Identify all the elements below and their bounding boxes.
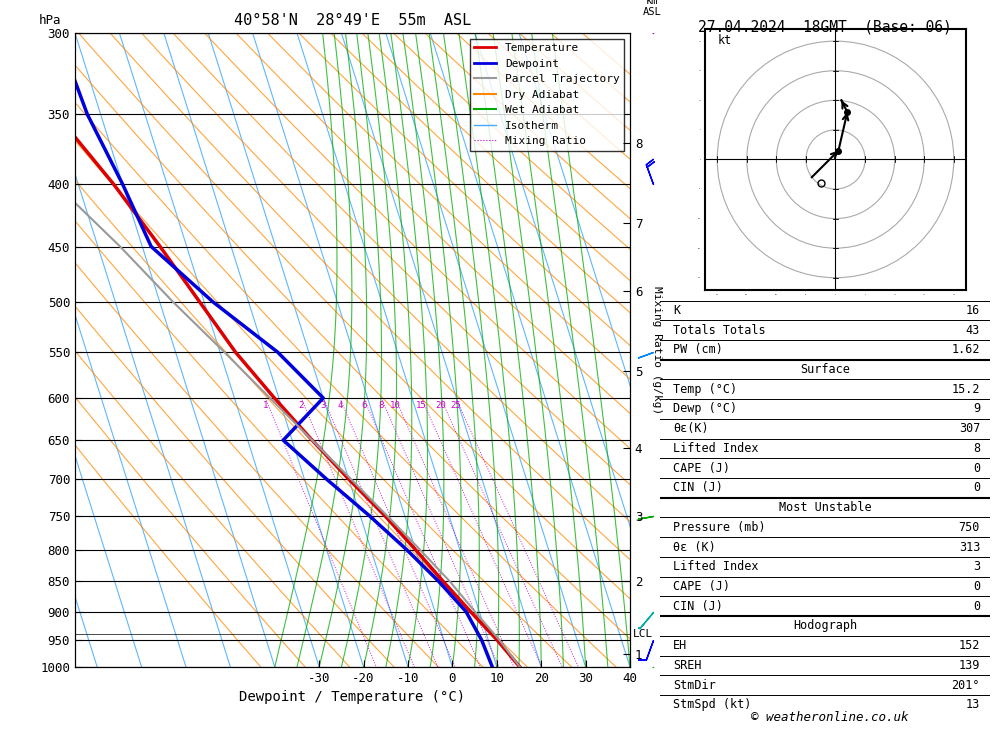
Text: 0: 0 xyxy=(973,600,980,613)
Text: PW (cm): PW (cm) xyxy=(673,343,723,356)
Text: 1.62: 1.62 xyxy=(952,343,980,356)
Text: 152: 152 xyxy=(959,639,980,652)
Text: kt: kt xyxy=(717,34,731,47)
Text: hPa: hPa xyxy=(39,14,61,26)
Text: 201°: 201° xyxy=(952,679,980,692)
Text: 10: 10 xyxy=(390,401,401,410)
Text: 8: 8 xyxy=(379,401,384,410)
Legend: Temperature, Dewpoint, Parcel Trajectory, Dry Adiabat, Wet Adiabat, Isotherm, Mi: Temperature, Dewpoint, Parcel Trajectory… xyxy=(470,39,624,151)
Text: Hodograph: Hodograph xyxy=(793,619,857,633)
Text: K: K xyxy=(673,304,680,317)
Text: CAPE (J): CAPE (J) xyxy=(673,580,730,593)
Text: StmSpd (kt): StmSpd (kt) xyxy=(673,699,752,711)
Text: Lifted Index: Lifted Index xyxy=(673,442,759,455)
Text: Dewp (°C): Dewp (°C) xyxy=(673,402,737,416)
Text: 15.2: 15.2 xyxy=(952,383,980,396)
Text: Surface: Surface xyxy=(800,363,850,376)
Text: Most Unstable: Most Unstable xyxy=(779,501,871,514)
Text: Temp (°C): Temp (°C) xyxy=(673,383,737,396)
Text: LCL: LCL xyxy=(633,630,653,639)
Text: 43: 43 xyxy=(966,323,980,336)
Text: 2: 2 xyxy=(299,401,304,410)
Text: 20: 20 xyxy=(435,401,446,410)
Text: 139: 139 xyxy=(959,659,980,672)
Text: 750: 750 xyxy=(959,521,980,534)
Text: 25: 25 xyxy=(450,401,461,410)
Text: CIN (J): CIN (J) xyxy=(673,600,723,613)
Text: SREH: SREH xyxy=(673,659,702,672)
Text: 3: 3 xyxy=(973,560,980,573)
Text: Lifted Index: Lifted Index xyxy=(673,560,759,573)
Y-axis label: Mixing Ratio (g/kg): Mixing Ratio (g/kg) xyxy=(652,286,662,414)
Text: Pressure (mb): Pressure (mb) xyxy=(673,521,766,534)
Text: 8: 8 xyxy=(973,442,980,455)
Text: CIN (J): CIN (J) xyxy=(673,482,723,494)
Text: 0: 0 xyxy=(973,580,980,593)
Text: StmDir: StmDir xyxy=(673,679,716,692)
Text: 1: 1 xyxy=(263,401,268,410)
Text: 307: 307 xyxy=(959,422,980,435)
Text: 9: 9 xyxy=(973,402,980,416)
Text: 15: 15 xyxy=(416,401,427,410)
Text: θε(K): θε(K) xyxy=(673,422,709,435)
Text: 6: 6 xyxy=(361,401,366,410)
Text: Totals Totals: Totals Totals xyxy=(673,323,766,336)
Text: 4: 4 xyxy=(337,401,343,410)
Text: CAPE (J): CAPE (J) xyxy=(673,462,730,475)
Text: 313: 313 xyxy=(959,540,980,553)
Text: 0: 0 xyxy=(973,482,980,494)
Text: 3: 3 xyxy=(321,401,326,410)
Title: 40°58'N  28°49'E  55m  ASL: 40°58'N 28°49'E 55m ASL xyxy=(234,12,471,28)
Text: © weatheronline.co.uk: © weatheronline.co.uk xyxy=(751,711,909,724)
Text: 16: 16 xyxy=(966,304,980,317)
X-axis label: Dewpoint / Temperature (°C): Dewpoint / Temperature (°C) xyxy=(239,690,466,704)
Text: θε (K): θε (K) xyxy=(673,540,716,553)
Text: 0: 0 xyxy=(973,462,980,475)
Text: 27.04.2024  18GMT  (Base: 06): 27.04.2024 18GMT (Base: 06) xyxy=(698,19,952,34)
Text: km
ASL: km ASL xyxy=(643,0,662,17)
Text: 13: 13 xyxy=(966,699,980,711)
Text: EH: EH xyxy=(673,639,687,652)
